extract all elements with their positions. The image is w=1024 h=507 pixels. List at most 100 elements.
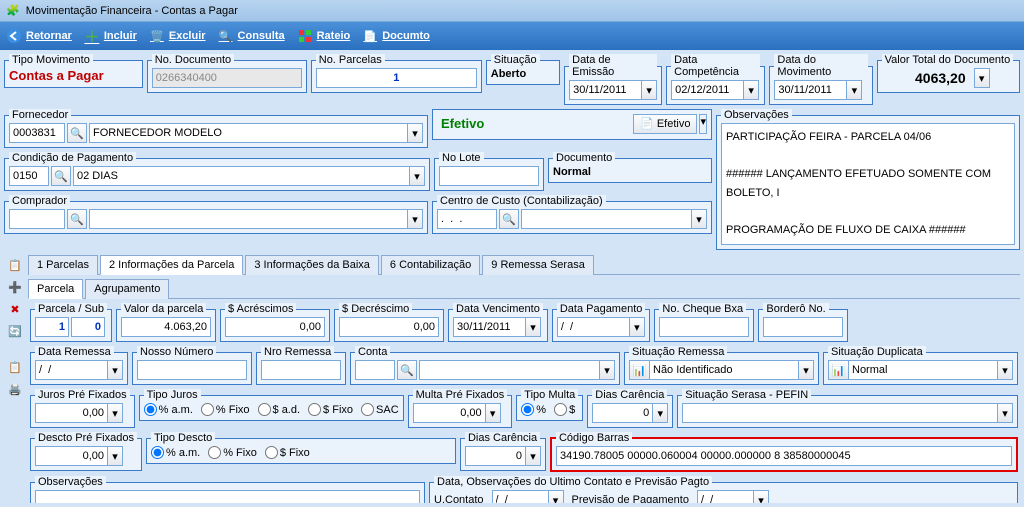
- data-remessa-input[interactable]: [35, 360, 107, 380]
- tab-remessa-serasa[interactable]: 9 Remessa Serasa: [482, 255, 594, 275]
- document-icon: 📄: [362, 28, 378, 44]
- subtab-agrupamento[interactable]: Agrupamento: [85, 279, 169, 299]
- data-pagamento-input[interactable]: [557, 317, 629, 337]
- no-cheque-input[interactable]: [659, 317, 749, 337]
- tab-info-baixa[interactable]: 3 Informações da Baixa: [245, 255, 379, 275]
- conta-code[interactable]: [355, 360, 395, 380]
- fornecedor-code-input[interactable]: [9, 123, 65, 143]
- codigo-barras-input[interactable]: [556, 446, 1012, 466]
- retornar-button[interactable]: Retornar: [6, 28, 72, 44]
- parcela-input[interactable]: [35, 317, 69, 337]
- u-contato-dropdown[interactable]: ▾: [548, 490, 564, 503]
- data-competencia-input[interactable]: [671, 80, 743, 100]
- side-icon-1[interactable]: 📋: [6, 256, 24, 274]
- data-vencimento-dropdown[interactable]: ▾: [525, 317, 541, 337]
- conta-name[interactable]: [419, 360, 599, 380]
- data-competencia-dropdown[interactable]: ▾: [743, 80, 759, 100]
- documto-button[interactable]: 📄 Documto: [362, 28, 430, 44]
- conta-lookup-icon[interactable]: 🔍: [397, 360, 417, 380]
- data-movimento-dropdown[interactable]: ▾: [846, 80, 862, 100]
- excluir-button[interactable]: 🗑️ Excluir: [149, 28, 206, 44]
- no-lote-input[interactable]: [439, 166, 539, 186]
- situacao-remessa-dropdown[interactable]: ▾: [798, 360, 814, 380]
- descto-pre-dropdown[interactable]: ▾: [107, 446, 123, 466]
- valor-parcela-input[interactable]: [121, 317, 211, 337]
- comprador-name[interactable]: [89, 209, 407, 229]
- tipo-juros-fixo[interactable]: % Fixo: [201, 403, 250, 416]
- conta-dropdown[interactable]: ▾: [599, 360, 615, 380]
- cond-pagamento-lookup-icon[interactable]: 🔍: [51, 166, 71, 186]
- dias-carencia2-input[interactable]: [465, 446, 525, 466]
- descto-pre-input[interactable]: [35, 446, 107, 466]
- juros-pre-dropdown[interactable]: ▾: [107, 403, 123, 423]
- bordero-input[interactable]: [763, 317, 843, 337]
- tipo-multa-pct[interactable]: %: [521, 403, 546, 416]
- incluir-button[interactable]: ＋ Incluir: [84, 28, 137, 44]
- side-print-icon[interactable]: 🖨️: [6, 380, 24, 398]
- juros-pre-input[interactable]: [35, 403, 107, 423]
- multa-pre-input[interactable]: [413, 403, 485, 423]
- situacao-duplicata-dropdown[interactable]: ▾: [997, 360, 1013, 380]
- subtab-parcela[interactable]: Parcela: [28, 279, 83, 299]
- previsao-dropdown[interactable]: ▾: [753, 490, 769, 503]
- tab-contabilizacao[interactable]: 6 Contabilização: [381, 255, 480, 275]
- cond-pagamento-code[interactable]: [9, 166, 49, 186]
- data-remessa-dropdown[interactable]: ▾: [107, 360, 123, 380]
- side-remove-icon[interactable]: ✖: [6, 300, 24, 318]
- side-refresh-icon[interactable]: 🔄: [6, 322, 24, 340]
- observacoes-text[interactable]: PARTICIPAÇÃO FEIRA - PARCELA 04/06 #####…: [721, 123, 1015, 245]
- nro-remessa-input[interactable]: [261, 360, 341, 380]
- centro-custo-name[interactable]: [521, 209, 691, 229]
- dias-carencia2-dropdown[interactable]: ▾: [525, 446, 541, 466]
- situacao-serasa-input[interactable]: [682, 403, 997, 423]
- data-emissao-input[interactable]: [569, 80, 641, 100]
- previsao-input[interactable]: [697, 490, 753, 503]
- tipo-descto-am[interactable]: % a.m.: [151, 446, 200, 459]
- multa-pre-dropdown[interactable]: ▾: [485, 403, 501, 423]
- comprador-lookup-icon[interactable]: 🔍: [67, 209, 87, 229]
- acrescimos-input[interactable]: [225, 317, 325, 337]
- tipo-juros-ad[interactable]: $ a.d.: [258, 403, 301, 416]
- comprador-dropdown[interactable]: ▾: [407, 209, 423, 229]
- fornecedor-lookup-icon[interactable]: 🔍: [67, 123, 87, 143]
- tab-info-parcela[interactable]: 2 Informações da Parcela: [100, 255, 243, 275]
- side-add-icon[interactable]: ➕: [6, 278, 24, 296]
- tipo-juros-sfixo[interactable]: $ Fixo: [308, 403, 353, 416]
- centro-custo-label: Centro de Custo (Contabilização): [437, 195, 606, 207]
- tipo-multa-dol[interactable]: $: [554, 403, 575, 416]
- centro-custo-dropdown[interactable]: ▾: [691, 209, 707, 229]
- u-contato-input[interactable]: [492, 490, 548, 503]
- tipo-descto-fixo[interactable]: % Fixo: [208, 446, 257, 459]
- centro-custo-lookup-icon[interactable]: 🔍: [499, 209, 519, 229]
- no-parcelas-input[interactable]: [316, 68, 477, 88]
- valor-total-dropdown[interactable]: ▾: [974, 68, 990, 88]
- consulta-button[interactable]: 🔍 Consulta: [218, 28, 285, 44]
- tab-parcelas[interactable]: 1 Parcelas: [28, 255, 98, 275]
- dias-carencia-input[interactable]: [592, 403, 652, 423]
- rateio-button[interactable]: Rateio: [297, 28, 351, 44]
- comprador-code[interactable]: [9, 209, 65, 229]
- situacao-serasa-dropdown[interactable]: ▾: [997, 403, 1013, 423]
- fornecedor-dropdown[interactable]: ▾: [407, 123, 423, 143]
- fornecedor-name-input[interactable]: [89, 123, 407, 143]
- observacoes-parcela-input[interactable]: [35, 490, 420, 503]
- efetivo-button[interactable]: 📄 Efetivo: [633, 114, 697, 134]
- sub-input[interactable]: [71, 317, 105, 337]
- dias-carencia-dropdown[interactable]: ▾: [652, 403, 668, 423]
- data-pagamento-dropdown[interactable]: ▾: [629, 317, 645, 337]
- decrescimo-input[interactable]: [339, 317, 439, 337]
- situacao-remessa-input[interactable]: [649, 360, 798, 380]
- cond-pagamento-name[interactable]: [73, 166, 409, 186]
- situacao-duplicata-input[interactable]: [848, 360, 997, 380]
- cond-pagamento-dropdown[interactable]: ▾: [409, 166, 425, 186]
- side-clipboard-icon[interactable]: 📋: [6, 358, 24, 376]
- data-vencimento-input[interactable]: [453, 317, 525, 337]
- tipo-juros-am[interactable]: % a.m.: [144, 403, 193, 416]
- tipo-juros-sac[interactable]: SAC: [361, 403, 399, 416]
- tipo-descto-sfixo[interactable]: $ Fixo: [265, 446, 310, 459]
- data-emissao-dropdown[interactable]: ▾: [641, 80, 657, 100]
- data-movimento-input[interactable]: [774, 80, 846, 100]
- centro-custo-code[interactable]: [437, 209, 497, 229]
- nosso-numero-input[interactable]: [137, 360, 247, 380]
- efetivo-dropdown[interactable]: ▾: [699, 114, 707, 134]
